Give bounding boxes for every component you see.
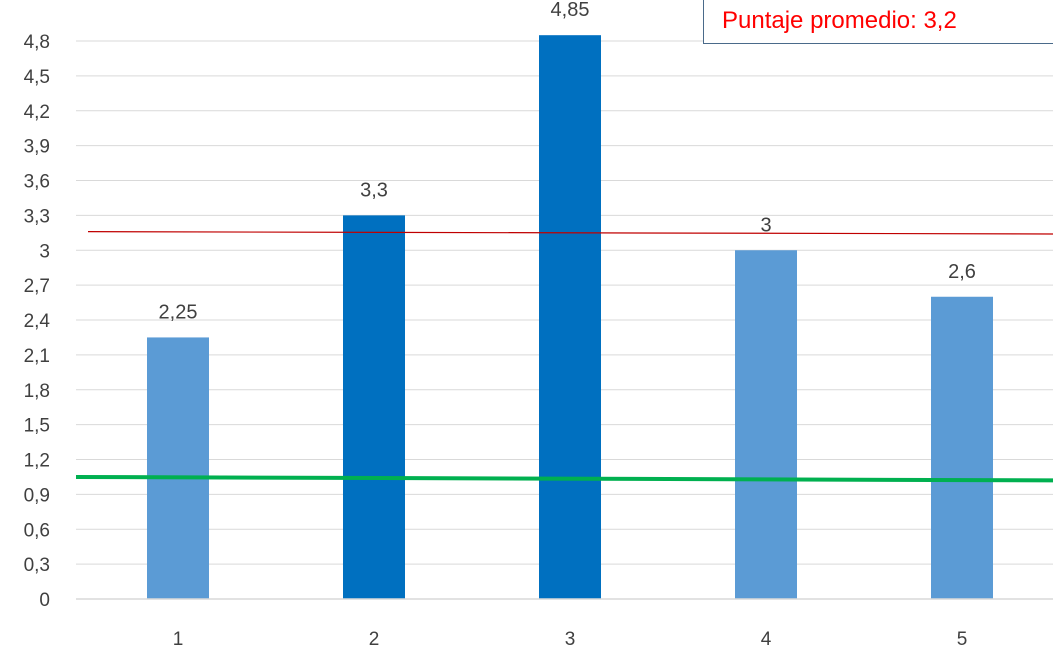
y-tick-label: 4,8 xyxy=(24,32,50,53)
data-label: 2,25 xyxy=(159,301,198,323)
y-tick-label: 0 xyxy=(39,590,50,611)
data-labels: 2,25 3,3 4,85 3 2,6 xyxy=(159,0,976,323)
bar xyxy=(931,296,993,599)
green-reference-line xyxy=(75,474,1053,483)
data-label: 4,85 xyxy=(551,0,590,21)
y-tick-label: 0,9 xyxy=(24,485,50,506)
average-score-text: Puntaje promedio: 3,2 xyxy=(722,7,957,34)
data-label: 3,3 xyxy=(360,179,388,201)
x-tick-label: 1 xyxy=(173,629,184,649)
y-axis-tick-labels: 0 0,3 0,6 0,9 1,2 1,5 1,8 2,1 2,4 2,7 3 3,3 3,6 3,9 4,… xyxy=(24,32,51,611)
reference-lines xyxy=(75,231,1053,483)
data-label: 2,6 xyxy=(948,261,976,283)
y-tick-label: 3 xyxy=(39,241,50,262)
y-tick-label: 0,3 xyxy=(24,555,50,576)
y-tick-label: 4,5 xyxy=(24,67,50,88)
bar xyxy=(343,215,405,599)
bar xyxy=(147,337,209,599)
average-reference-line xyxy=(87,231,1053,235)
y-tick-label: 1,2 xyxy=(24,451,50,472)
average-score-annotation: Puntaje promedio: 3,2 xyxy=(703,0,1053,44)
y-tick-label: 2,1 xyxy=(24,346,50,367)
y-tick-label: 3,6 xyxy=(24,172,50,193)
y-tick-label: 1,5 xyxy=(24,416,50,437)
y-tick-label: 2,4 xyxy=(24,311,51,332)
x-tick-label: 3 xyxy=(565,629,576,649)
x-tick-label: 5 xyxy=(957,629,968,649)
data-label: 3 xyxy=(760,214,771,236)
y-tick-label: 0,6 xyxy=(24,520,50,541)
x-tick-label: 4 xyxy=(761,629,772,649)
y-tick-label: 1,8 xyxy=(24,381,50,402)
y-tick-label: 3,3 xyxy=(24,206,50,227)
y-tick-label: 4,2 xyxy=(24,102,50,123)
bar xyxy=(539,35,601,599)
x-tick-label: 2 xyxy=(369,629,380,649)
bars xyxy=(147,35,993,599)
x-axis-tick-labels: 1 2 3 4 5 xyxy=(173,629,968,649)
y-tick-label: 2,7 xyxy=(24,276,50,297)
bar xyxy=(735,250,797,599)
y-tick-label: 3,9 xyxy=(24,137,50,158)
